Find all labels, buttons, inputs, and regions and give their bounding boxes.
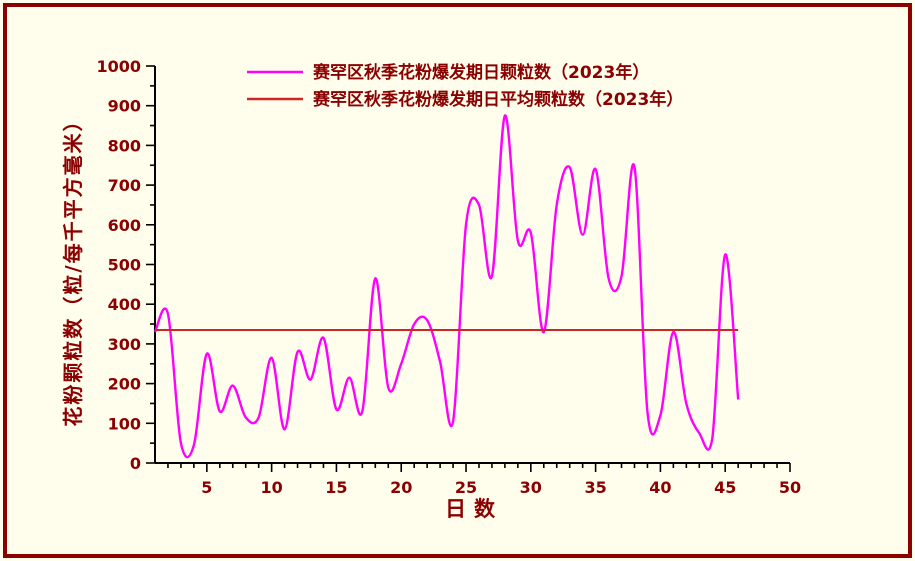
y-tick-label: 800 (108, 136, 141, 155)
y-axis-title: 花粉颗粒数（粒/每千平方毫米） (61, 109, 85, 426)
x-tick-label: 30 (520, 478, 542, 497)
legend-label: 赛罕区秋季花粉爆发期日平均颗粒数（2023年） (312, 89, 683, 110)
x-tick-label: 40 (649, 478, 671, 497)
y-tick-label: 200 (108, 375, 141, 394)
y-tick-label: 900 (108, 97, 141, 116)
y-tick-label: 600 (108, 216, 141, 235)
y-tick-label: 1000 (96, 57, 141, 76)
x-tick-label: 15 (325, 478, 347, 497)
x-tick-label: 10 (260, 478, 282, 497)
x-tick-label: 35 (584, 478, 606, 497)
axis-ticks (146, 65, 791, 472)
axes (154, 66, 790, 464)
x-tick-label: 25 (455, 478, 477, 497)
tick-labels: 0 100 200 300 400 500 600 700 800 900 1000 5 10 15 20 2… (96, 57, 801, 497)
y-tick-label: 500 (108, 256, 141, 275)
y-tick-label: 0 (130, 454, 141, 473)
legend-label: 赛罕区秋季花粉爆发期日颗粒数（2023年） (312, 62, 649, 83)
x-tick-label: 50 (779, 478, 801, 497)
x-tick-label: 45 (714, 478, 736, 497)
legend: 赛罕区秋季花粉爆发期日颗粒数（2023年） 赛罕区秋季花粉爆发期日平均颗粒数（20… (247, 62, 683, 110)
x-axis-title: 日数 (445, 497, 503, 521)
y-tick-label: 100 (108, 414, 141, 433)
daily-count-line (153, 114, 740, 459)
y-tick-label: 400 (108, 295, 141, 314)
x-tick-label: 5 (201, 478, 212, 497)
y-tick-label: 300 (108, 335, 141, 354)
x-tick-label: 20 (390, 478, 412, 497)
y-tick-label: 700 (108, 176, 141, 195)
